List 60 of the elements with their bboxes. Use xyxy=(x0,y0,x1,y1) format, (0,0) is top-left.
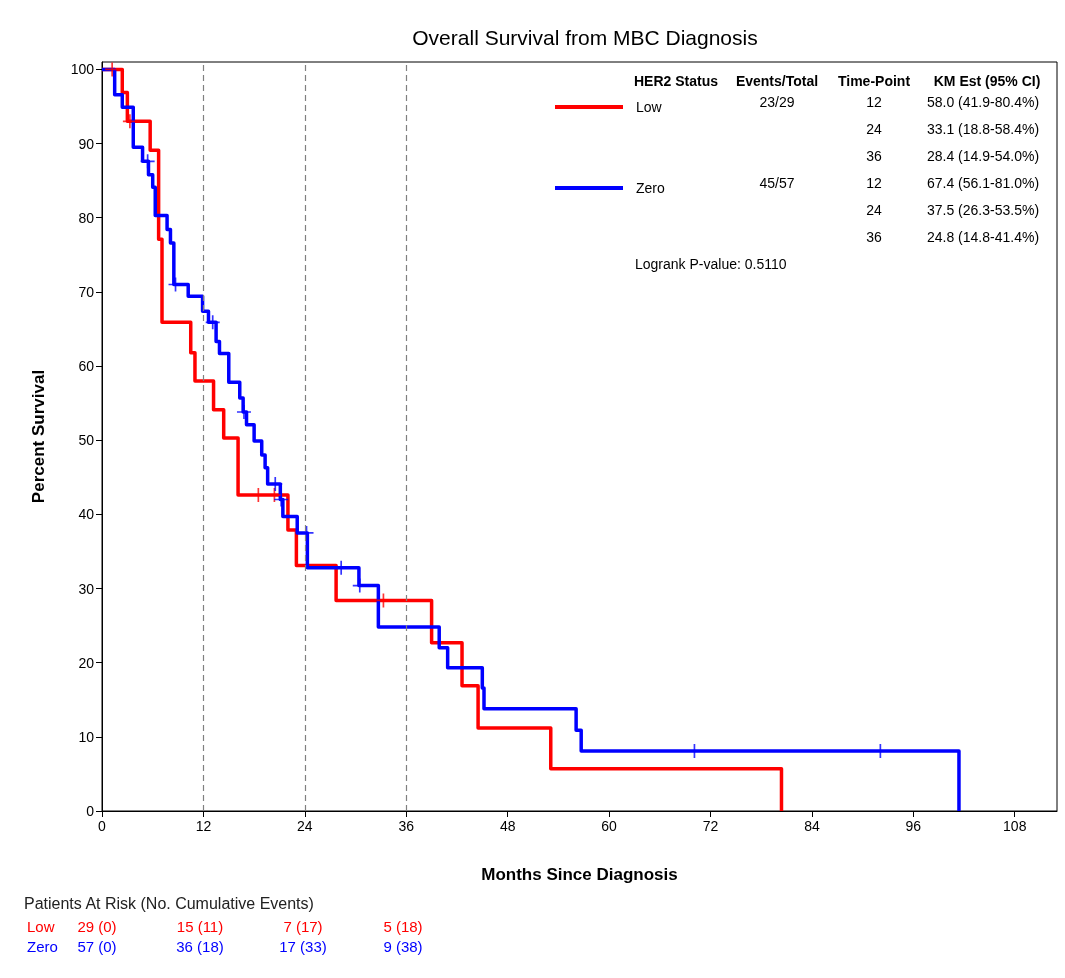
y-tick-label: 0 xyxy=(86,803,95,819)
text: 57 (0) xyxy=(77,937,117,955)
x-tick-label: 36 xyxy=(398,818,415,834)
annotation: 28.4 (14.9-54.0%) xyxy=(926,148,1040,164)
x-tick-label: 12 xyxy=(195,818,212,834)
text: Patients At Risk (No. Cumulative Events) xyxy=(24,894,314,912)
y-tick-label: 80 xyxy=(78,209,95,226)
annotation: 24 xyxy=(866,121,882,137)
annotation: 33.1 (18.8-58.4%) xyxy=(926,121,1040,137)
legend-label: Low xyxy=(636,99,663,115)
legend-title: HER2 Status xyxy=(633,73,719,89)
text: Low xyxy=(27,917,55,935)
annotation: 58.0 (41.9-80.4%) xyxy=(926,94,1040,110)
text: 7 (17) xyxy=(283,917,323,935)
x-tick-label: 48 xyxy=(499,818,516,834)
chart-title: Overall Survival from MBC Diagnosis xyxy=(412,26,758,49)
text: 17 (33) xyxy=(279,937,327,955)
y-tick-label: 40 xyxy=(78,506,95,523)
annotation: Events/Total xyxy=(735,73,819,89)
annotation: 24.8 (14.8-41.4%) xyxy=(926,229,1040,245)
annotation: 24 xyxy=(866,202,882,218)
annotation: 23/29 xyxy=(759,94,795,110)
y-tick-label: 60 xyxy=(78,358,95,375)
y-tick-label: 90 xyxy=(78,135,95,152)
annotation: 37.5 (26.3-53.5%) xyxy=(926,202,1040,218)
point xyxy=(274,492,289,507)
x-tick-label: 60 xyxy=(601,818,618,834)
annotation: 12 xyxy=(866,175,882,191)
y-tick-label: 100 xyxy=(70,61,95,78)
text: 15 (11) xyxy=(176,917,224,935)
x-tick-label: 84 xyxy=(804,818,820,834)
y-tick-label: 50 xyxy=(78,432,95,449)
text: 9 (38) xyxy=(383,937,423,955)
x-tick-label: 108 xyxy=(1003,818,1027,834)
text: 36 (18) xyxy=(176,937,224,955)
x-tick-label: 24 xyxy=(297,818,313,834)
x-tick-label: 0 xyxy=(98,818,107,834)
y-tick-label: 30 xyxy=(78,580,95,597)
point xyxy=(205,315,220,330)
legend-label: Zero xyxy=(636,180,665,196)
x-tick-label: 96 xyxy=(905,818,922,834)
annotation: 12 xyxy=(866,94,882,110)
y-tick-label: 70 xyxy=(78,283,95,300)
annotation: 45/57 xyxy=(759,175,795,191)
point xyxy=(236,405,251,420)
y-tick-label: 10 xyxy=(78,728,95,745)
x-axis-title: Months Since Diagnosis xyxy=(481,865,678,884)
annotation: 36 xyxy=(866,229,882,245)
y-axis-title: Percent Survival xyxy=(29,369,48,504)
point xyxy=(122,114,137,129)
text: 29 (0) xyxy=(77,917,117,935)
annotation: Time-Point xyxy=(837,73,911,89)
text: 5 (18) xyxy=(383,917,423,935)
text: Zero xyxy=(27,937,58,955)
annotation: 36 xyxy=(866,148,882,164)
x-tick-label: 72 xyxy=(702,818,719,834)
annotation: Logrank P-value: 0.5110 xyxy=(635,256,787,272)
annotation: 67.4 (56.1-81.0%) xyxy=(926,175,1040,191)
annotation: KM Est (95% CI) xyxy=(933,73,1041,89)
y-tick-label: 20 xyxy=(78,654,95,671)
